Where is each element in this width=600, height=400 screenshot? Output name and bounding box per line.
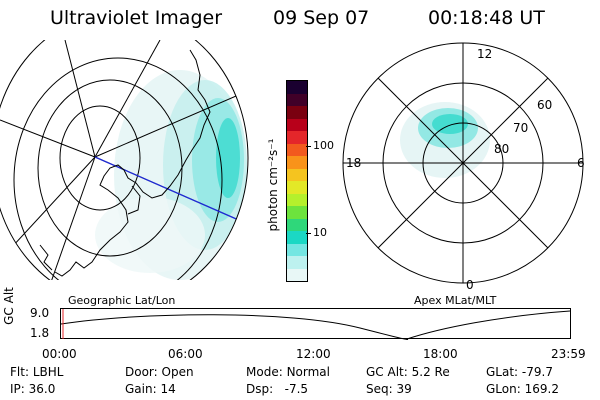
info-mode: Mode: Normal: [246, 365, 330, 379]
colorbar-segment: [287, 143, 307, 156]
colorbar-segment: [287, 106, 307, 119]
info-flt: Flt: LBHL: [10, 365, 64, 379]
mlt-label-18: 18: [346, 156, 362, 170]
colorbar-segment: [287, 181, 307, 194]
info-ip: IP: 36.0: [10, 382, 56, 396]
mlt-label-12: 12: [477, 47, 493, 61]
altitude-ytick-low: 1.8: [30, 326, 50, 340]
colorbar-segment: [287, 81, 307, 94]
mlat-label-60: 60: [537, 98, 553, 112]
colorbar-segment: [287, 268, 307, 281]
info-glon: GLon: 169.2: [486, 382, 559, 396]
colorbar-tick-100: [306, 146, 311, 147]
aurora-image-geo: [95, 70, 247, 280]
colorbar-units: photon cm⁻²s⁻¹: [266, 138, 280, 232]
colorbar-tick-10: [306, 233, 311, 234]
altitude-xtick-1200: 12:00: [296, 347, 331, 361]
colorbar-segment: [287, 231, 307, 244]
info-dsp: Dsp: -7.5: [246, 382, 309, 396]
colorbar-label-10: 10: [313, 226, 327, 239]
colorbar-segment: [287, 93, 307, 106]
info-gain: Gain: 14: [125, 382, 176, 396]
info-gc-alt: GC Alt: 5.2 Re: [366, 365, 450, 379]
mlat-label-80: 80: [494, 142, 510, 156]
color-scale-bar: [286, 80, 308, 282]
altitude-plot: [60, 308, 571, 340]
colorbar-segment: [287, 218, 307, 231]
instrument-title: Ultraviolet Imager: [50, 7, 223, 29]
altitude-xtick-0000: 00:00: [42, 347, 77, 361]
colorbar-segment: [287, 243, 307, 256]
geographic-caption: Geographic Lat/Lon: [68, 294, 176, 307]
orbit-track: [94, 156, 248, 226]
mlt-label-0: 0: [466, 278, 474, 292]
colorbar-segment: [287, 193, 307, 206]
altitude-xtick-1800: 18:00: [423, 347, 458, 361]
coastline: [54, 49, 211, 277]
colorbar-segment: [287, 168, 307, 181]
colorbar-segment: [287, 131, 307, 144]
polar-grid: [342, 42, 584, 284]
apex-mlat-mlt-plot: [342, 42, 584, 284]
mlt-label-6: 6: [577, 156, 585, 170]
colorbar-label-100: 100: [313, 139, 334, 152]
apex-caption: Apex MLat/MLT: [414, 294, 497, 307]
date-label: 09 Sep 07: [273, 7, 370, 29]
altitude-xtick-0600: 06:00: [168, 347, 203, 361]
altitude-xtick-2359: 23:59: [551, 347, 586, 361]
info-glat: GLat: -79.7: [486, 365, 553, 379]
colorbar-segment: [287, 206, 307, 219]
mlat-label-70: 70: [513, 121, 529, 135]
info-door: Door: Open: [125, 365, 194, 379]
time-label: 00:18:48 UT: [428, 7, 545, 29]
colorbar-segment: [287, 118, 307, 131]
info-seq: Seq: 39: [366, 382, 412, 396]
colorbar-segment: [287, 256, 307, 269]
geographic-map: [0, 40, 249, 280]
altitude-ytick-high: 9.0: [30, 306, 50, 320]
altitude-ylabel: GC Alt: [2, 287, 16, 325]
colorbar-segment: [287, 156, 307, 169]
